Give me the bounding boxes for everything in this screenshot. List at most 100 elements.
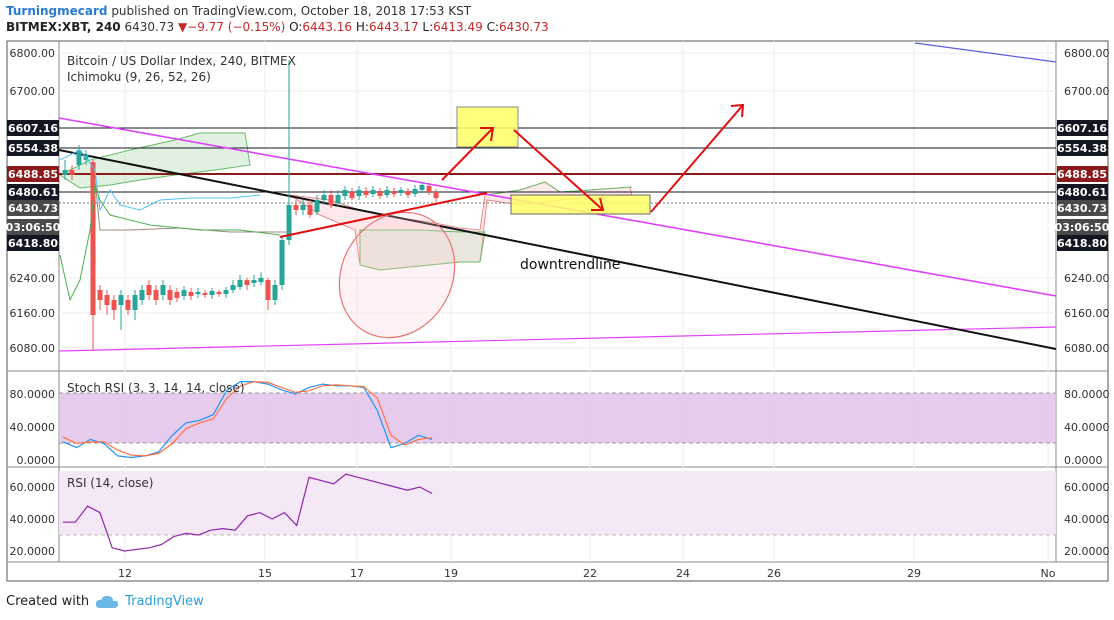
rsi-tick-left: 60.0000 bbox=[10, 481, 56, 494]
down-triangle-icon: ▼ bbox=[177, 20, 188, 34]
candle-body bbox=[195, 292, 201, 294]
candle-body bbox=[251, 280, 257, 283]
stoch-k-line bbox=[62, 381, 433, 459]
x-tick: 26 bbox=[767, 567, 781, 580]
price-tag-left: 6607.16 bbox=[8, 122, 58, 135]
stoch-rsi-band bbox=[59, 393, 1056, 443]
candle-body bbox=[293, 205, 299, 210]
magenta-trendline-lower bbox=[58, 326, 1057, 352]
price-tag-left-bg bbox=[7, 140, 59, 156]
stoch-tick-right: 80.0000 bbox=[1064, 388, 1110, 401]
price-tag-left: 6488.85 bbox=[8, 168, 58, 181]
price-tag-right-bg bbox=[1057, 140, 1108, 156]
rsi-label: RSI (14, close) bbox=[67, 476, 153, 490]
price-tag-left: 6418.80 bbox=[8, 237, 58, 250]
rsi-tick-right: 20.0000 bbox=[1064, 545, 1110, 558]
candle-body bbox=[216, 292, 222, 294]
indicator-label: Ichimoku (9, 26, 52, 26) bbox=[67, 70, 211, 84]
candle-body bbox=[384, 190, 390, 195]
downtrendline-annotation: downtrendline bbox=[520, 257, 620, 273]
rsi-band bbox=[59, 471, 1056, 535]
candle-body bbox=[342, 190, 348, 196]
cloud-logo-icon bbox=[96, 595, 119, 608]
x-tick: 24 bbox=[676, 567, 690, 580]
rsi-tick-left: 40.0000 bbox=[10, 513, 56, 526]
x-tick: 15 bbox=[258, 567, 272, 580]
author-link[interactable]: Turningmecard bbox=[6, 4, 108, 18]
candle-body bbox=[335, 195, 341, 203]
price-tag-right-bg bbox=[1057, 235, 1108, 251]
candle-body bbox=[391, 191, 397, 194]
candle-body bbox=[223, 290, 229, 294]
candle-body bbox=[132, 295, 138, 310]
candle-body bbox=[314, 200, 320, 212]
candle-body bbox=[125, 300, 131, 310]
projection-arrows bbox=[279, 103, 745, 238]
candle-body bbox=[167, 290, 173, 300]
rsi-tick-right: 40.0000 bbox=[1064, 513, 1110, 526]
stoch-rsi-label: Stoch RSI (3, 3, 14, 14, close) bbox=[67, 381, 245, 395]
tenkan-line bbox=[59, 149, 261, 212]
candle-body bbox=[174, 292, 180, 298]
last-price: 6430.73 bbox=[124, 20, 175, 34]
candle-body bbox=[69, 170, 75, 175]
chikou-line bbox=[59, 184, 281, 302]
x-tick: 22 bbox=[583, 567, 597, 580]
price-tag-right: 6430.73 bbox=[1057, 202, 1107, 215]
price-tag-left: 6480.61 bbox=[8, 186, 58, 199]
candle-body bbox=[412, 189, 418, 194]
chart-header: Turningmecard published on TradingView.c… bbox=[6, 3, 549, 35]
candle-body bbox=[97, 290, 103, 300]
tradingview-link[interactable]: TradingView bbox=[125, 594, 204, 609]
low-value: 6413.49 bbox=[433, 20, 483, 34]
kijun-line bbox=[94, 179, 290, 233]
candle-body bbox=[237, 280, 243, 287]
price-tag-right: 6607.16 bbox=[1057, 122, 1107, 135]
candle-body bbox=[321, 195, 327, 200]
x-tick: 12 bbox=[118, 567, 132, 580]
highlight-ellipse bbox=[338, 211, 456, 339]
candle-body bbox=[307, 205, 313, 215]
price-tag-right: 6480.61 bbox=[1057, 186, 1107, 199]
candle-body bbox=[139, 290, 145, 300]
candle-body bbox=[300, 205, 306, 210]
high-label: H: bbox=[355, 20, 369, 34]
candle-body bbox=[244, 280, 250, 285]
y-tick-right: 6160.00 bbox=[1064, 307, 1110, 320]
candle-body bbox=[62, 170, 68, 175]
y-tick-right: 6240.00 bbox=[1064, 272, 1110, 285]
footer: Created with TradingView bbox=[6, 594, 204, 609]
candle-body bbox=[349, 192, 355, 198]
stoch-tick-right: 40.0000 bbox=[1064, 421, 1110, 434]
price-tag-right: 6488.85 bbox=[1057, 168, 1107, 181]
open-label: O: bbox=[289, 20, 303, 34]
stoch-tick-left: 0.0000 bbox=[17, 454, 56, 467]
candle-body bbox=[426, 186, 432, 192]
candle-body bbox=[111, 300, 117, 310]
published-text: published on TradingView.com, October 18… bbox=[111, 4, 472, 18]
candle-body bbox=[90, 162, 96, 315]
candle-body bbox=[104, 295, 110, 305]
candle-body bbox=[272, 285, 278, 300]
candle-body bbox=[356, 190, 362, 196]
price-tag-left: 03:06:50 bbox=[6, 221, 61, 234]
target-box-lower bbox=[510, 194, 651, 215]
x-tick: 17 bbox=[350, 567, 364, 580]
stoch-tick-right: 0.0000 bbox=[1064, 454, 1103, 467]
rsi-tick-left: 20.0000 bbox=[10, 545, 56, 558]
chart-title: Bitcoin / US Dollar Index, 240, BITMEX bbox=[67, 54, 296, 68]
price-tag-right: 03:06:50 bbox=[1055, 221, 1110, 234]
chart-frame bbox=[6, 40, 1109, 582]
x-tick: 29 bbox=[907, 567, 921, 580]
candle-body bbox=[328, 195, 334, 205]
y-tick-left: 6160.00 bbox=[10, 307, 56, 320]
candle-body bbox=[433, 192, 439, 198]
change-value: −9.77 (−0.15%) bbox=[187, 20, 286, 34]
candle-body bbox=[377, 191, 383, 196]
rsi-tick-right: 60.0000 bbox=[1064, 481, 1110, 494]
stoch-d-line bbox=[62, 380, 433, 457]
close-value: 6430.73 bbox=[499, 20, 549, 34]
y-tick-left: 6240.00 bbox=[10, 272, 56, 285]
y-tick-right: 6080.00 bbox=[1064, 342, 1110, 355]
